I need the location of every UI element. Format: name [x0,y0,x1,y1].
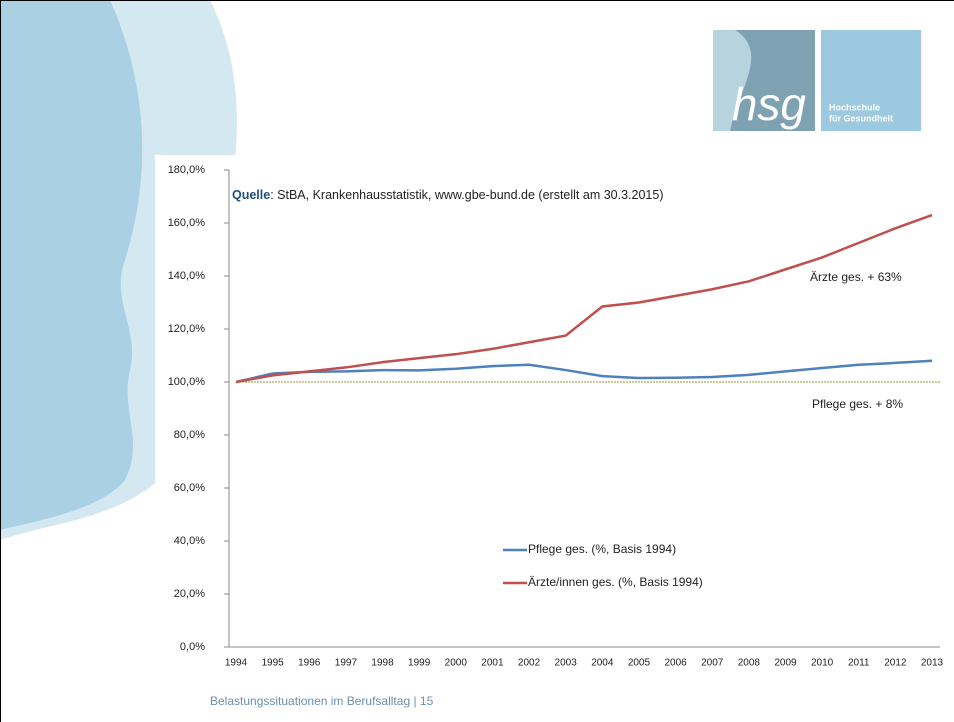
y-tick-label: 140,0% [168,270,206,282]
x-tick-label: 2008 [738,658,761,669]
y-tick-label: 120,0% [168,323,206,335]
x-tick-label: 2003 [555,658,578,669]
x-tick-label: 1995 [262,658,285,669]
x-tick-label: 2007 [701,658,724,669]
x-tick-label: 2004 [591,658,614,669]
x-tick-label: 2000 [445,658,468,669]
logo-line: für Gesundheit [829,113,893,123]
x-tick-label: 2001 [481,658,504,669]
y-tick-label: 60,0% [174,482,205,494]
x-tick-label: 2002 [518,658,541,669]
y-tick-label: 80,0% [174,429,205,441]
y-tick-label: 100,0% [168,376,206,388]
x-tick-label: 1998 [371,658,394,669]
x-tick-label: 2006 [664,658,687,669]
y-tick-label: 20,0% [174,588,205,600]
legend-label: Pflege ges. (%, Basis 1994) [528,542,676,556]
annotation: Ärzte ges. + 63% [810,270,902,284]
x-tick-label: 1997 [335,658,358,669]
source-label: Quelle [232,188,270,202]
series-line [235,359,933,384]
logo-face [713,30,752,131]
silhouette-front [0,0,143,530]
x-tick-label: 1996 [298,658,321,669]
y-tick-label: 160,0% [168,217,206,229]
y-tick-label: 0,0% [180,641,205,653]
x-tick-label: 2013 [921,658,944,669]
x-tick-label: 2011 [848,658,870,669]
x-tick-label: 2010 [811,658,834,669]
logo-name-box [821,30,921,131]
legend-label: Ärzte/innen ges. (%, Basis 1994) [528,575,703,589]
y-tick-label: 40,0% [174,535,205,547]
x-tick-label: 2012 [884,658,907,669]
source-text: : StBA, Krankenhausstatistik, www.gbe-bu… [270,188,663,202]
logo-line: Hochschule [829,102,880,112]
annotation: Pflege ges. + 8% [812,397,903,411]
logo-text: hsg [732,78,807,130]
chart-area [155,155,954,667]
footer: Belastungssituationen im Berufsalltag | … [210,694,434,708]
source: Quelle: StBA, Krankenhausstatistik, www.… [232,188,663,202]
x-tick-label: 2005 [628,658,651,669]
x-tick-label: 1994 [225,658,248,669]
x-tick-label: 1999 [408,658,431,669]
x-tick-label: 2009 [774,658,797,669]
series-line [235,213,933,384]
y-tick-label: 180,0% [168,164,206,176]
